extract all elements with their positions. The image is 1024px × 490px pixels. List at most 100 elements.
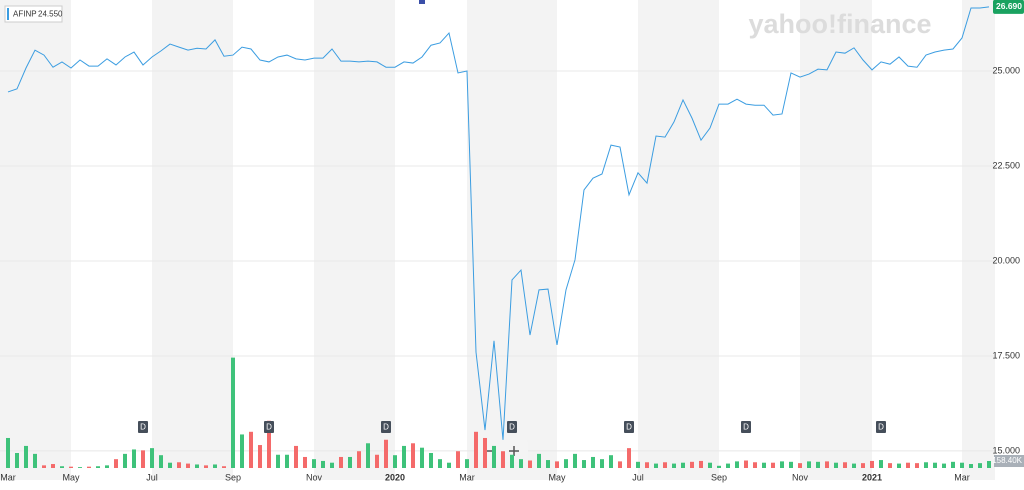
scroll-handle[interactable] (419, 0, 425, 4)
volume-bar (114, 459, 118, 468)
volume-bar (744, 460, 748, 468)
volume-bar (852, 463, 856, 468)
band (152, 0, 233, 480)
y-tick-label: 15.000 (992, 445, 1020, 455)
volume-bar (654, 463, 658, 468)
volume-bar (546, 460, 550, 468)
volume-bar (249, 431, 253, 468)
volume-bar (636, 461, 640, 468)
volume-tick-label: 158.40K (992, 456, 1022, 465)
x-tick-label: 2021 (862, 472, 882, 482)
volume-bar (276, 454, 280, 468)
y-tick-label: 17.500 (992, 350, 1020, 360)
volume-bar (789, 461, 793, 468)
dividend-box (876, 421, 886, 433)
volume-bar (384, 439, 388, 468)
volume-bar (915, 463, 919, 468)
volume-bar (321, 460, 325, 468)
y-tick-label: 22.500 (992, 160, 1020, 170)
volume-bar (537, 453, 541, 468)
volume-bar (924, 462, 928, 468)
x-tick-label: Mar (954, 472, 970, 482)
volume-bar (816, 461, 820, 468)
volume-bar (771, 462, 775, 468)
volume-bar (897, 463, 901, 468)
volume-bar (681, 462, 685, 468)
volume-bar (213, 464, 217, 468)
volume-bar (942, 463, 946, 468)
volume-bar (78, 467, 82, 468)
x-tick-label: Nov (792, 472, 809, 482)
volume-bar (528, 460, 532, 468)
volume-bar (258, 445, 262, 468)
volume-bar (69, 466, 73, 468)
volume-bar (564, 459, 568, 468)
x-tick-label: Jul (632, 472, 644, 482)
volume-bar (96, 466, 100, 468)
volume-bar (807, 461, 811, 468)
volume-bar (141, 450, 145, 468)
dividend-box (624, 421, 634, 433)
volume-bar (24, 445, 28, 468)
volume-bar (690, 461, 694, 468)
volume-bar (60, 466, 64, 468)
hover-value: 24.550 (38, 10, 63, 19)
dividend-label: D (743, 423, 749, 432)
volume-bar (933, 462, 937, 468)
last-price-box (993, 0, 1024, 14)
x-tick-label: Jul (146, 472, 158, 482)
dividend-label: D (383, 423, 389, 432)
band (962, 0, 995, 480)
volume-bar (978, 463, 982, 468)
volume-bar (717, 465, 721, 468)
volume-bar (825, 461, 829, 468)
volume-bar (888, 463, 892, 468)
zoom-controls (478, 440, 528, 462)
zoom-bar (478, 440, 528, 462)
volume-bar (969, 464, 973, 468)
x-tick-label: Mar (0, 472, 16, 482)
volume-bar (303, 456, 307, 468)
dividend-label: D (266, 423, 272, 432)
dividend-box (138, 421, 148, 433)
volume-bar (555, 461, 559, 468)
volume-bar (240, 434, 244, 468)
volume-bar (465, 459, 469, 468)
volume-bar (420, 447, 424, 468)
volume-bar (33, 453, 37, 468)
volume-bar (285, 454, 289, 468)
volume-bar (474, 431, 478, 468)
watermark: yahoo!finance (748, 9, 931, 39)
ticker-swatch (7, 8, 9, 20)
zoom-in[interactable] (509, 446, 519, 456)
x-tick-label: Sep (225, 472, 241, 482)
volume-bar (87, 466, 91, 468)
dividend-label: D (626, 423, 632, 432)
volume-bar (168, 462, 172, 468)
dividend-label: D (140, 423, 146, 432)
volume-bar (150, 448, 154, 468)
volume-bar (312, 459, 316, 468)
volume-bar (132, 449, 136, 468)
volume-bar (357, 451, 361, 468)
volume-bar (708, 462, 712, 468)
volume-bar (663, 462, 667, 468)
volume-bar (375, 454, 379, 468)
volume-bar (735, 461, 739, 468)
band (800, 0, 872, 480)
x-tick-label: 2020 (385, 472, 405, 482)
volume-bar (501, 451, 505, 468)
volume-bar (672, 463, 676, 468)
ticker-box (4, 5, 63, 23)
y-tick-label: 25.000 (992, 65, 1020, 75)
volume-bar (6, 437, 10, 468)
dividend-label: D (509, 423, 515, 432)
volume-bar (159, 455, 163, 468)
dividend-box (381, 421, 391, 433)
y-tick-label: 20.000 (992, 255, 1020, 265)
dividend-box (741, 421, 751, 433)
volume-bar (42, 465, 46, 468)
band (467, 0, 557, 480)
volume-bar (627, 448, 631, 468)
